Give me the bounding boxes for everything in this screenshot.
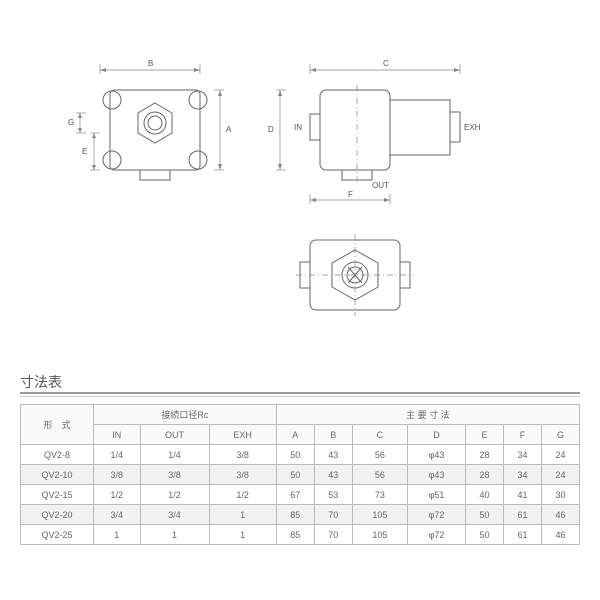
dim-label-A: A bbox=[226, 125, 232, 134]
table-row: QV2-81/41/43/8504356φ43283424 bbox=[21, 445, 580, 465]
th-E: E bbox=[466, 425, 504, 445]
cell-G: 46 bbox=[542, 505, 580, 525]
dim-label-G: G bbox=[68, 118, 74, 127]
dim-label-E: E bbox=[82, 147, 87, 156]
cell-G: 30 bbox=[542, 485, 580, 505]
cell-IN: 1/4 bbox=[94, 445, 141, 465]
port-label-IN: IN bbox=[294, 123, 302, 132]
cell-B: 70 bbox=[314, 525, 352, 545]
th-B: B bbox=[314, 425, 352, 445]
cell-OUT: 3/4 bbox=[140, 505, 209, 525]
cell-IN: 3/4 bbox=[94, 505, 141, 525]
table-row: QV2-203/43/418570105φ72506146 bbox=[21, 505, 580, 525]
dim-label-C: C bbox=[383, 59, 389, 68]
cell-A: 67 bbox=[276, 485, 314, 505]
cell-B: 70 bbox=[314, 505, 352, 525]
subheader-row: IN OUT EXH A B C D E F G bbox=[21, 425, 580, 445]
port-label-EXH: EXH bbox=[464, 123, 481, 132]
cell-F: 61 bbox=[504, 505, 542, 525]
cell-model: QV2-15 bbox=[21, 485, 94, 505]
th-IN: IN bbox=[94, 425, 141, 445]
divider-thin bbox=[20, 396, 580, 397]
cell-EXH: 3/8 bbox=[209, 465, 276, 485]
cell-B: 43 bbox=[314, 465, 352, 485]
th-C: C bbox=[352, 425, 407, 445]
cell-E: 50 bbox=[466, 525, 504, 545]
cell-IN: 3/8 bbox=[94, 465, 141, 485]
th-OUT: OUT bbox=[140, 425, 209, 445]
cell-EXH: 1/2 bbox=[209, 485, 276, 505]
cell-A: 50 bbox=[276, 445, 314, 465]
cell-C: 73 bbox=[352, 485, 407, 505]
th-D: D bbox=[407, 425, 465, 445]
cell-B: 53 bbox=[314, 485, 352, 505]
dimension-table: 形 式 接続口径Rc 主 要 寸 法 IN OUT EXH A B C D E … bbox=[20, 404, 580, 545]
cell-IN: 1 bbox=[94, 525, 141, 545]
cell-model: QV2-10 bbox=[21, 465, 94, 485]
diagram-area: B A G E bbox=[0, 30, 600, 360]
cell-A: 85 bbox=[276, 525, 314, 545]
th-G: G bbox=[542, 425, 580, 445]
dimension-table-wrap: 形 式 接続口径Rc 主 要 寸 法 IN OUT EXH A B C D E … bbox=[20, 404, 580, 545]
cell-G: 24 bbox=[542, 445, 580, 465]
cell-F: 41 bbox=[504, 485, 542, 505]
cell-D: φ43 bbox=[407, 465, 465, 485]
th-port-group: 接続口径Rc bbox=[94, 405, 277, 425]
table-row: QV2-151/21/21/2675373φ51404130 bbox=[21, 485, 580, 505]
th-F: F bbox=[504, 425, 542, 445]
divider-thick bbox=[20, 392, 580, 394]
cell-F: 34 bbox=[504, 445, 542, 465]
cell-D: φ51 bbox=[407, 485, 465, 505]
cell-D: φ43 bbox=[407, 445, 465, 465]
cell-EXH: 3/8 bbox=[209, 445, 276, 465]
th-EXH: EXH bbox=[209, 425, 276, 445]
cell-model: QV2-25 bbox=[21, 525, 94, 545]
cell-model: QV2-8 bbox=[21, 445, 94, 465]
cell-OUT: 1 bbox=[140, 525, 209, 545]
table-row: QV2-103/83/83/8504356φ43283424 bbox=[21, 465, 580, 485]
cell-EXH: 1 bbox=[209, 505, 276, 525]
cell-F: 61 bbox=[504, 525, 542, 545]
cell-C: 105 bbox=[352, 525, 407, 545]
dim-label-D: D bbox=[268, 125, 274, 134]
section-title: 寸法表 bbox=[20, 372, 62, 392]
cell-E: 50 bbox=[466, 505, 504, 525]
cell-OUT: 1/4 bbox=[140, 445, 209, 465]
cell-C: 56 bbox=[352, 445, 407, 465]
cell-C: 56 bbox=[352, 465, 407, 485]
cell-D: φ72 bbox=[407, 525, 465, 545]
cell-F: 34 bbox=[504, 465, 542, 485]
th-dims-group: 主 要 寸 法 bbox=[276, 405, 579, 425]
cell-OUT: 1/2 bbox=[140, 485, 209, 505]
cell-G: 46 bbox=[542, 525, 580, 545]
cell-E: 28 bbox=[466, 465, 504, 485]
cell-OUT: 3/8 bbox=[140, 465, 209, 485]
cell-G: 24 bbox=[542, 465, 580, 485]
cell-C: 105 bbox=[352, 505, 407, 525]
cell-model: QV2-20 bbox=[21, 505, 94, 525]
cell-IN: 1/2 bbox=[94, 485, 141, 505]
cell-E: 40 bbox=[466, 485, 504, 505]
th-model: 形 式 bbox=[21, 405, 94, 445]
cell-E: 28 bbox=[466, 445, 504, 465]
dim-label-B: B bbox=[148, 59, 153, 68]
cell-D: φ72 bbox=[407, 505, 465, 525]
cell-A: 50 bbox=[276, 465, 314, 485]
th-A: A bbox=[276, 425, 314, 445]
port-label-OUT: OUT bbox=[372, 181, 389, 190]
cell-EXH: 1 bbox=[209, 525, 276, 545]
table-row: QV2-251118570105φ72506146 bbox=[21, 525, 580, 545]
cell-B: 43 bbox=[314, 445, 352, 465]
cell-A: 85 bbox=[276, 505, 314, 525]
dim-label-F: F bbox=[348, 190, 353, 199]
